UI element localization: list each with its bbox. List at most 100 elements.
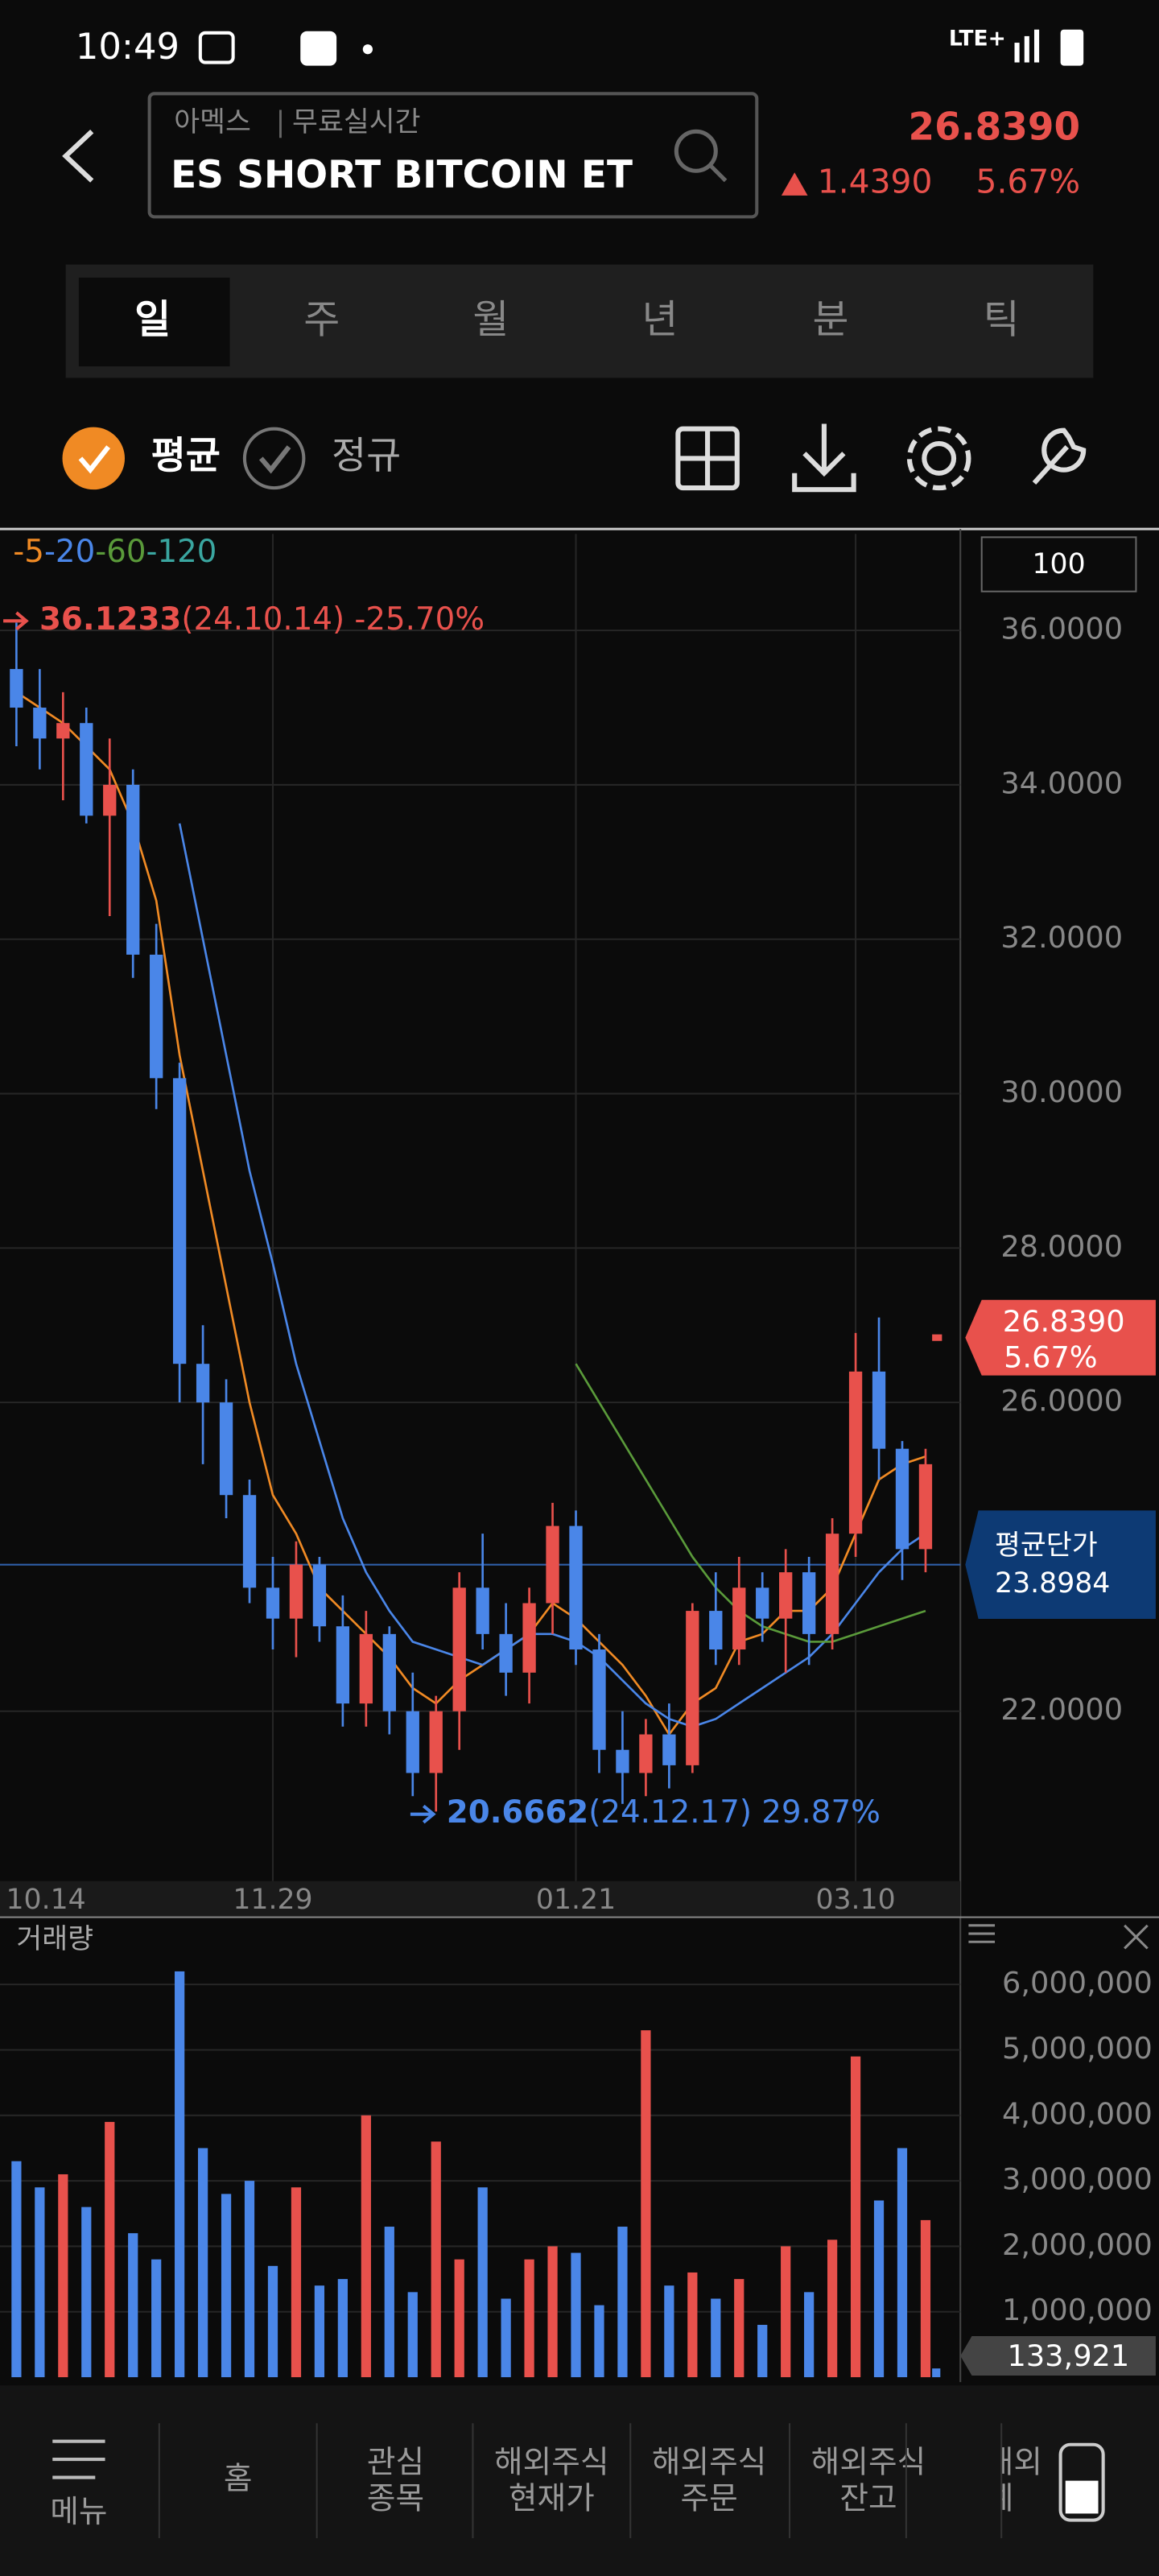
check[interactable] <box>62 427 126 490</box>
up-triangle <box>781 172 808 196</box>
tab[interactable]: 주 <box>303 296 340 342</box>
volume-bar <box>384 2227 394 2378</box>
candle-body <box>56 723 70 739</box>
marker-value: 36.1233 <box>39 601 181 638</box>
nav-item[interactable]: 홈 <box>224 2461 253 2497</box>
home-indicator-fill <box>1065 2480 1099 2514</box>
average-title: 평균단가 <box>995 1530 1098 1562</box>
legend-entry: -60 <box>95 534 146 570</box>
candle-body <box>569 1525 583 1650</box>
last-badge-pct: 5.67% <box>1004 1340 1098 1375</box>
option-label: 정규 <box>332 434 401 478</box>
volume-bar <box>804 2292 815 2378</box>
download-icon[interactable] <box>792 423 856 493</box>
search-box[interactable] <box>147 92 759 219</box>
status-icons <box>198 29 1084 66</box>
candle-body <box>756 1587 769 1619</box>
volume-bar <box>407 2292 418 2378</box>
volume-bar <box>594 2305 604 2378</box>
candle-body <box>10 669 23 708</box>
y-tick-label: 2,000,000 <box>1002 2227 1153 2262</box>
last-badge <box>965 1299 1156 1376</box>
tab[interactable]: 틱 <box>984 296 1020 342</box>
y-tick-label: 4,000,000 <box>1002 2096 1153 2131</box>
volume-bar <box>850 2056 861 2378</box>
candle-body <box>429 1711 443 1773</box>
volume-current-label: 133,921 <box>1007 2339 1129 2373</box>
nav-item[interactable]: 현재가 <box>509 2481 595 2517</box>
legend-entry: -20 <box>44 534 95 570</box>
volume-bar <box>920 2219 931 2378</box>
tab[interactable]: 월 <box>472 296 509 342</box>
candle-body <box>150 954 163 1079</box>
search-icon[interactable] <box>674 129 728 183</box>
y-tick-label: 3,000,000 <box>1002 2162 1153 2197</box>
nav-item[interactable]: 해외주식 <box>494 2445 609 2481</box>
nav-item[interactable]: 메뉴 <box>50 2494 107 2530</box>
back-button[interactable] <box>62 130 94 183</box>
volume-bar <box>524 2259 534 2378</box>
volume-bar <box>81 2207 92 2378</box>
candle-body <box>639 1734 653 1773</box>
candle-body <box>848 1371 863 1534</box>
settings-icon[interactable] <box>922 440 957 476</box>
period-box[interactable] <box>980 536 1137 592</box>
menu-icon[interactable] <box>52 2439 105 2479</box>
legend-entry: -5 <box>13 534 44 570</box>
y-tick-label: 36.0000 <box>1000 612 1123 646</box>
candle-body <box>103 784 117 816</box>
candle-body <box>686 1611 699 1765</box>
volume-title: 거래량 <box>16 1923 93 1955</box>
check[interactable] <box>242 427 306 490</box>
nav-item[interactable]: 주문 <box>680 2481 737 2517</box>
volume-bar <box>454 2259 464 2378</box>
candle-body <box>126 784 140 955</box>
candle-body <box>918 1463 933 1550</box>
volume-bar <box>547 2246 558 2378</box>
volume-bar <box>501 2298 511 2378</box>
nav-item[interactable]: 종목 <box>367 2481 424 2517</box>
tab-selected[interactable] <box>78 277 230 367</box>
tab[interactable]: 일 <box>134 296 171 342</box>
tab-bar <box>65 264 1094 378</box>
volume-bar <box>221 2194 232 2378</box>
x-tick-label: 11.29 <box>233 1884 312 1916</box>
nav-item[interactable]: 관심 <box>367 2445 424 2481</box>
volume-bar <box>827 2240 838 2378</box>
toolbar-icons <box>675 423 1087 493</box>
moving-average <box>575 1363 926 1643</box>
y-tick-label: 26.0000 <box>1000 1384 1123 1418</box>
x-tick-label: 01.21 <box>536 1884 616 1916</box>
candle-body <box>895 1448 909 1550</box>
status-time: 10:49 <box>76 25 179 68</box>
tab[interactable]: 년 <box>641 296 678 342</box>
nav-item[interactable]: 잔고 <box>839 2481 897 2517</box>
candle-body <box>266 1587 280 1619</box>
x-tick-label: 10.14 <box>6 1884 85 1916</box>
volume-bar <box>128 2233 138 2378</box>
volume-bar <box>244 2181 255 2378</box>
y-tick-label: 34.0000 <box>1000 766 1123 800</box>
candle-body <box>172 1078 187 1364</box>
volume-bar <box>337 2279 348 2378</box>
volume-bar <box>711 2298 721 2378</box>
marker-change: 29.87% <box>761 1794 881 1831</box>
tools-icon[interactable] <box>1032 427 1087 485</box>
candle-body <box>80 723 93 816</box>
nav-fade <box>948 2415 1002 2547</box>
volume-bar <box>477 2187 488 2378</box>
nav-item[interactable]: 해외주식 <box>652 2445 767 2481</box>
candle-body <box>359 1633 373 1704</box>
candle-body <box>452 1587 466 1711</box>
volume-bar <box>687 2272 698 2378</box>
candle-body <box>196 1364 210 1403</box>
candle-body <box>289 1564 303 1619</box>
volume-bar <box>197 2148 208 2378</box>
candle-body <box>33 708 47 739</box>
candle-body <box>382 1633 396 1711</box>
volume-bar <box>571 2252 581 2378</box>
candle-body <box>522 1603 536 1673</box>
nav-item[interactable]: 해외주식 <box>811 2445 926 2481</box>
tab[interactable]: 분 <box>813 296 849 342</box>
